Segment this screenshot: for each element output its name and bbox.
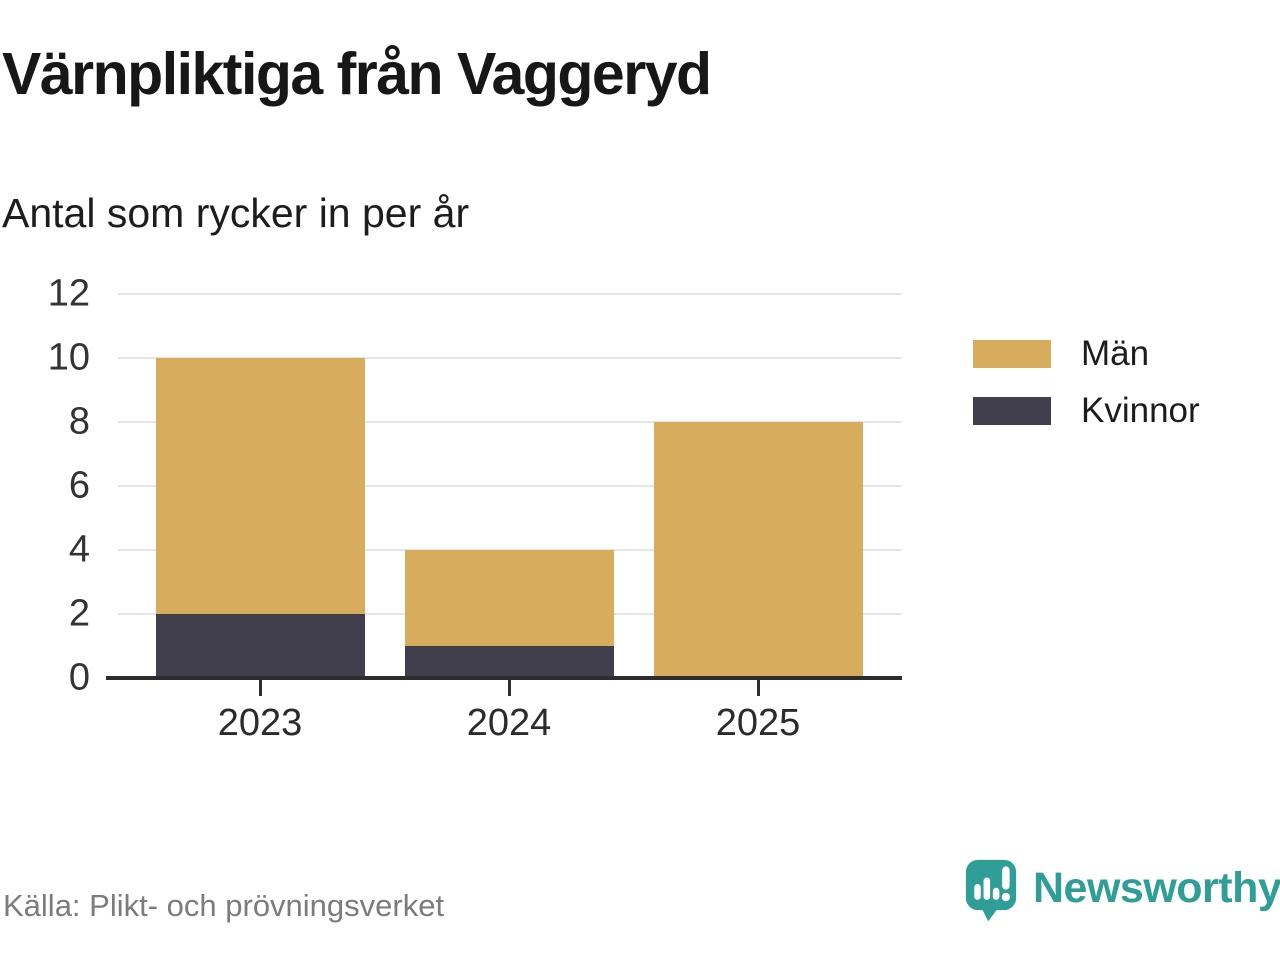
brand-name: Newsworthy xyxy=(1033,864,1280,912)
bar-2024-män xyxy=(404,550,614,646)
page-subtitle: Antal som rycker in per år xyxy=(2,190,470,236)
gridline-y12 xyxy=(118,293,902,295)
bar-2023-män xyxy=(155,358,365,614)
legend-item-män: Män xyxy=(973,332,1200,376)
gridline-y8 xyxy=(118,421,902,423)
bar-2023-kvinnor xyxy=(155,614,365,678)
plot-area xyxy=(118,293,902,678)
page-title: Värnpliktiga från Vaggeryd xyxy=(2,41,712,107)
y-tick-label-6: 6 xyxy=(68,464,90,507)
y-tick-label-0: 0 xyxy=(68,656,90,699)
gridline-y10 xyxy=(118,357,902,359)
legend-label-män: Män xyxy=(1081,334,1150,373)
x-tick-2025 xyxy=(756,680,760,696)
y-tick-label-10: 10 xyxy=(47,336,90,379)
x-tick-2024 xyxy=(507,680,511,696)
bar-2024-kvinnor xyxy=(404,646,614,678)
newsworthy-logo-icon xyxy=(965,859,1017,922)
x-axis: 2023 2024 2025 xyxy=(118,678,902,758)
legend: Män Kvinnor xyxy=(973,332,1200,446)
bar-2025-män xyxy=(653,422,863,678)
x-tick-label-2025: 2025 xyxy=(715,702,801,744)
legend-label-kvinnor: Kvinnor xyxy=(1081,391,1200,430)
y-axis: 0 2 4 6 8 10 12 xyxy=(0,273,90,699)
y-tick-label-4: 4 xyxy=(68,528,90,571)
gridline-y6 xyxy=(118,485,902,487)
x-axis-line xyxy=(106,676,902,680)
legend-swatch-kvinnor xyxy=(973,397,1051,425)
y-tick-label-2: 2 xyxy=(68,592,90,635)
x-tick-label-2024: 2024 xyxy=(466,702,552,744)
legend-item-kvinnor: Kvinnor xyxy=(973,389,1200,433)
brand-logo: Newsworthy xyxy=(963,858,1280,925)
source-note: Källa: Plikt- och prövningsverket xyxy=(3,888,445,923)
legend-swatch-män xyxy=(973,340,1051,368)
y-tick-label-12: 12 xyxy=(47,272,90,315)
y-tick-label-8: 8 xyxy=(68,400,90,443)
x-tick-2023 xyxy=(258,680,262,696)
x-tick-label-2023: 2023 xyxy=(217,702,303,744)
